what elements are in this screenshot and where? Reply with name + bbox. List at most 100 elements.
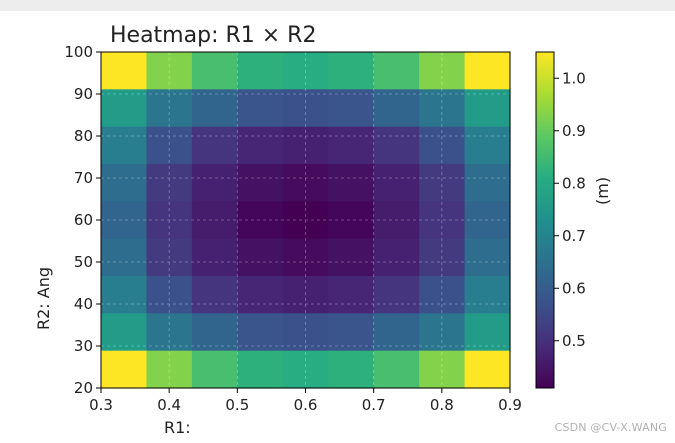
heatmap-cell (191, 52, 238, 90)
heatmap-cell (101, 89, 148, 128)
heatmap-cell (282, 89, 329, 128)
heatmap-cell (146, 89, 193, 128)
heatmap-cell (101, 164, 148, 202)
heatmap-cell (101, 52, 148, 90)
heatmap-cell (191, 238, 238, 277)
heatmap-cell (328, 313, 375, 352)
heatmap-cell (237, 238, 284, 277)
y-axis-ticks: 20 30 40 50 60 70 80 90 100 (64, 43, 101, 397)
colorbar-tick-label: 0.9 (562, 122, 586, 140)
heatmap-cell (237, 350, 284, 389)
heatmap-cell (282, 350, 329, 389)
heatmap-cell (191, 126, 238, 165)
y-tick-label: 60 (74, 211, 93, 229)
heatmap-cell (373, 89, 420, 128)
x-tick-label: 0.5 (225, 396, 249, 414)
heatmap-cell (146, 164, 193, 202)
heatmap-cell (373, 313, 420, 352)
heatmap-cell (237, 201, 284, 240)
heatmap-cell (464, 276, 511, 314)
heatmap-cell (101, 126, 148, 165)
heatmap-cell (419, 276, 466, 314)
y-tick-label: 90 (74, 85, 93, 103)
y-tick-label: 70 (74, 169, 93, 187)
heatmap-cell (328, 126, 375, 165)
heatmap-cell (237, 126, 284, 165)
heatmap-cell (237, 164, 284, 202)
heatmap-cell (146, 350, 193, 389)
x-tick-label: 0.3 (89, 396, 113, 414)
heatmap-cell (464, 164, 511, 202)
heatmap-cell (146, 126, 193, 165)
heatmap-cell (282, 126, 329, 165)
heatmap-cell (373, 52, 420, 90)
heatmap-cell (464, 52, 511, 90)
heatmap-cell (419, 201, 466, 240)
heatmap-cell (282, 52, 329, 90)
heatmap-cell (328, 164, 375, 202)
y-axis-label: R2: Ang (34, 267, 53, 330)
heatmap-cell (464, 238, 511, 277)
colorbar-ticks: 0.5 0.6 0.7 0.8 0.9 1.0 (554, 69, 586, 350)
x-axis-label: R1: (164, 418, 191, 437)
x-axis-ticks: 0.3 0.4 0.5 0.6 0.7 0.8 0.9 (89, 388, 522, 414)
colorbar-tick-label: 0.8 (562, 174, 586, 192)
watermark: CSDN @CV-X.WANG (554, 421, 667, 434)
heatmap-cell (191, 164, 238, 202)
heatmap-cell (464, 126, 511, 165)
heatmap-cell (373, 238, 420, 277)
heatmap-cell (419, 350, 466, 389)
heatmap-cell (282, 164, 329, 202)
heatmap-cell (237, 276, 284, 314)
heatmap-cell (373, 201, 420, 240)
heatmap-cell (328, 201, 375, 240)
y-tick-label: 20 (74, 379, 93, 397)
y-tick-label: 100 (64, 43, 93, 61)
y-tick-label: 80 (74, 127, 93, 145)
heatmap-cell (373, 350, 420, 389)
heatmap-cell (237, 89, 284, 128)
heatmap-cell (282, 201, 329, 240)
heatmap-cell (373, 164, 420, 202)
heatmap-cell (146, 276, 193, 314)
heatmap-cell (419, 164, 466, 202)
colorbar (535, 51, 555, 389)
heatmap-cell (146, 201, 193, 240)
y-tick-label: 40 (74, 295, 93, 313)
heatmap-cell (373, 126, 420, 165)
heatmap-cell (191, 313, 238, 352)
heatmap-cell (282, 313, 329, 352)
heatmap-cell (191, 201, 238, 240)
heatmap-cell (101, 201, 148, 240)
x-tick-label: 0.8 (430, 396, 454, 414)
heatmap-cells (101, 52, 511, 389)
colorbar-tick-label: 0.6 (562, 279, 586, 297)
heatmap-cell (419, 313, 466, 352)
heatmap-cell (419, 52, 466, 90)
heatmap-cell (237, 313, 284, 352)
colorbar-tick-label: 1.0 (562, 69, 586, 87)
heatmap-cell (101, 276, 148, 314)
heatmap-cell (101, 238, 148, 277)
heatmap-cell (328, 276, 375, 314)
y-tick-label: 30 (74, 337, 93, 355)
heatmap-cell (464, 350, 511, 389)
heatmap-cell (101, 350, 148, 389)
heatmap-cell (419, 126, 466, 165)
x-tick-label: 0.7 (362, 396, 386, 414)
y-tick-label: 50 (74, 253, 93, 271)
heatmap-cell (328, 350, 375, 389)
heatmap-cell (464, 201, 511, 240)
heatmap-cell (146, 313, 193, 352)
x-tick-label: 0.9 (498, 396, 522, 414)
heatmap-cell (373, 276, 420, 314)
x-tick-label: 0.6 (294, 396, 318, 414)
heatmap-cell (328, 238, 375, 277)
chart-title: Heatmap: R1 × R2 (110, 23, 316, 48)
heatmap-cell (419, 238, 466, 277)
heatmap-cell (191, 89, 238, 128)
heatmap-cell (464, 89, 511, 128)
heatmap-cell (282, 276, 329, 314)
